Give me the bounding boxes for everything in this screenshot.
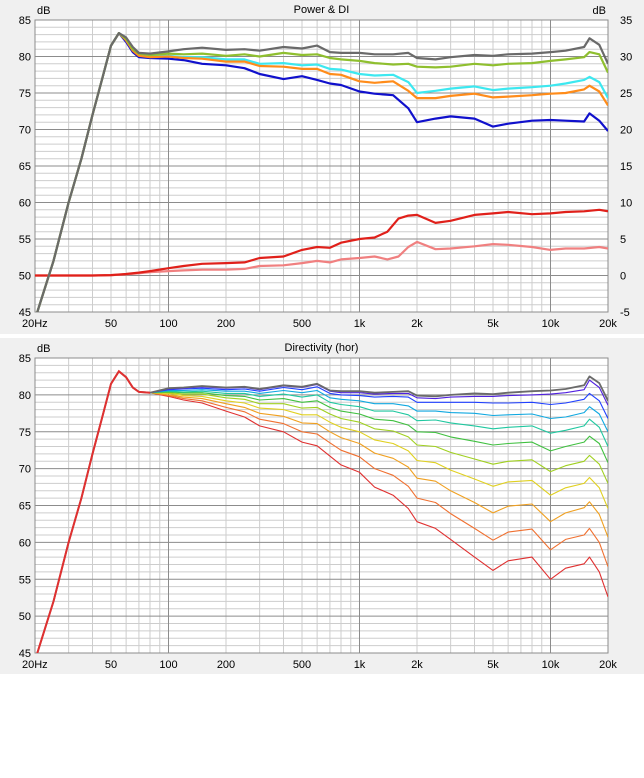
x-tick-label: 5k bbox=[487, 659, 499, 671]
y2-tick-label: 10 bbox=[620, 198, 632, 210]
x-tick-label: 10k bbox=[542, 318, 560, 330]
plot-frame bbox=[34, 357, 609, 654]
grid bbox=[35, 358, 608, 653]
x-tick-label: 200 bbox=[217, 659, 235, 671]
y-tick-label: 65 bbox=[19, 161, 31, 173]
x-tick-label: 100 bbox=[159, 659, 177, 671]
y-tick-label: 55 bbox=[19, 574, 31, 586]
x-tick-label: 5k bbox=[487, 318, 499, 330]
directivity-chart: Directivity (hor) dB 45 50 55 60 65 70 75 80 85 20H… bbox=[19, 342, 618, 671]
x-tick-label: 100 bbox=[159, 318, 177, 330]
y2-tick-label: 25 bbox=[620, 88, 632, 100]
y2-axis-label: dB bbox=[593, 5, 606, 17]
y-tick-label: 65 bbox=[19, 501, 31, 513]
y-tick-label: 45 bbox=[19, 648, 31, 660]
y2-tick-label: -5 bbox=[620, 307, 630, 319]
y-axis-label: dB bbox=[37, 343, 50, 355]
plot-frame bbox=[34, 19, 609, 313]
series-group bbox=[36, 369, 608, 653]
y-tick-label: 60 bbox=[19, 537, 31, 549]
x-tick-label: 20k bbox=[599, 659, 617, 671]
y-tick-label: 60 bbox=[19, 198, 31, 210]
x-tick-label: 500 bbox=[293, 318, 311, 330]
y-tick-label: 70 bbox=[19, 125, 31, 137]
y2-tick-label: 0 bbox=[620, 271, 626, 283]
chart-title: Directivity (hor) bbox=[285, 342, 359, 354]
x-tick-label: 500 bbox=[293, 659, 311, 671]
x-tick-label: 10k bbox=[542, 659, 560, 671]
series-line-5 bbox=[35, 208, 608, 277]
y2-tick-label: 15 bbox=[620, 161, 632, 173]
y-tick-label: 50 bbox=[19, 271, 31, 283]
y2-tick-label: 35 bbox=[620, 15, 632, 27]
y2-tick-label: 5 bbox=[620, 234, 626, 246]
x-tick-label: 2k bbox=[411, 318, 423, 330]
directivity-chart-panel: Directivity (hor) dB 45 50 55 60 65 70 75 80 85 20H… bbox=[0, 338, 644, 674]
y-tick-label: 85 bbox=[19, 15, 31, 27]
power-di-chart-panel: Power & DI dB 45 50 55 60 65 70 75 80 85 dB -5 0 5 10 15… bbox=[0, 0, 644, 334]
x-tick-label: 1k bbox=[354, 318, 366, 330]
x-tick-label: 200 bbox=[217, 318, 235, 330]
y-tick-label: 80 bbox=[19, 390, 31, 402]
y-tick-label: 50 bbox=[19, 611, 31, 623]
low-frequency-line bbox=[36, 369, 151, 653]
y-tick-label: 55 bbox=[19, 234, 31, 246]
y-tick-label: 75 bbox=[19, 88, 31, 100]
chart-title: Power & DI bbox=[294, 4, 350, 16]
y-tick-label: 45 bbox=[19, 307, 31, 319]
y-tick-label: 75 bbox=[19, 427, 31, 439]
x-tick-label: 20Hz bbox=[22, 318, 48, 330]
y-axis-label: dB bbox=[37, 5, 50, 17]
power-di-chart: Power & DI dB 45 50 55 60 65 70 75 80 85 dB -5 0 5 10 15… bbox=[19, 4, 633, 330]
y-tick-label: 85 bbox=[19, 353, 31, 365]
x-tick-label: 1k bbox=[354, 659, 366, 671]
x-tick-label: 2k bbox=[411, 659, 423, 671]
x-tick-label: 50 bbox=[105, 659, 117, 671]
y-tick-label: 80 bbox=[19, 52, 31, 64]
x-tick-label: 20k bbox=[599, 318, 617, 330]
y-tick-label: 70 bbox=[19, 464, 31, 476]
x-tick-label: 20Hz bbox=[22, 659, 48, 671]
x-tick-label: 50 bbox=[105, 318, 117, 330]
series-line-0 bbox=[36, 32, 608, 312]
series-group bbox=[35, 32, 608, 312]
y2-tick-label: 30 bbox=[620, 52, 632, 64]
y2-tick-label: 20 bbox=[620, 125, 632, 137]
